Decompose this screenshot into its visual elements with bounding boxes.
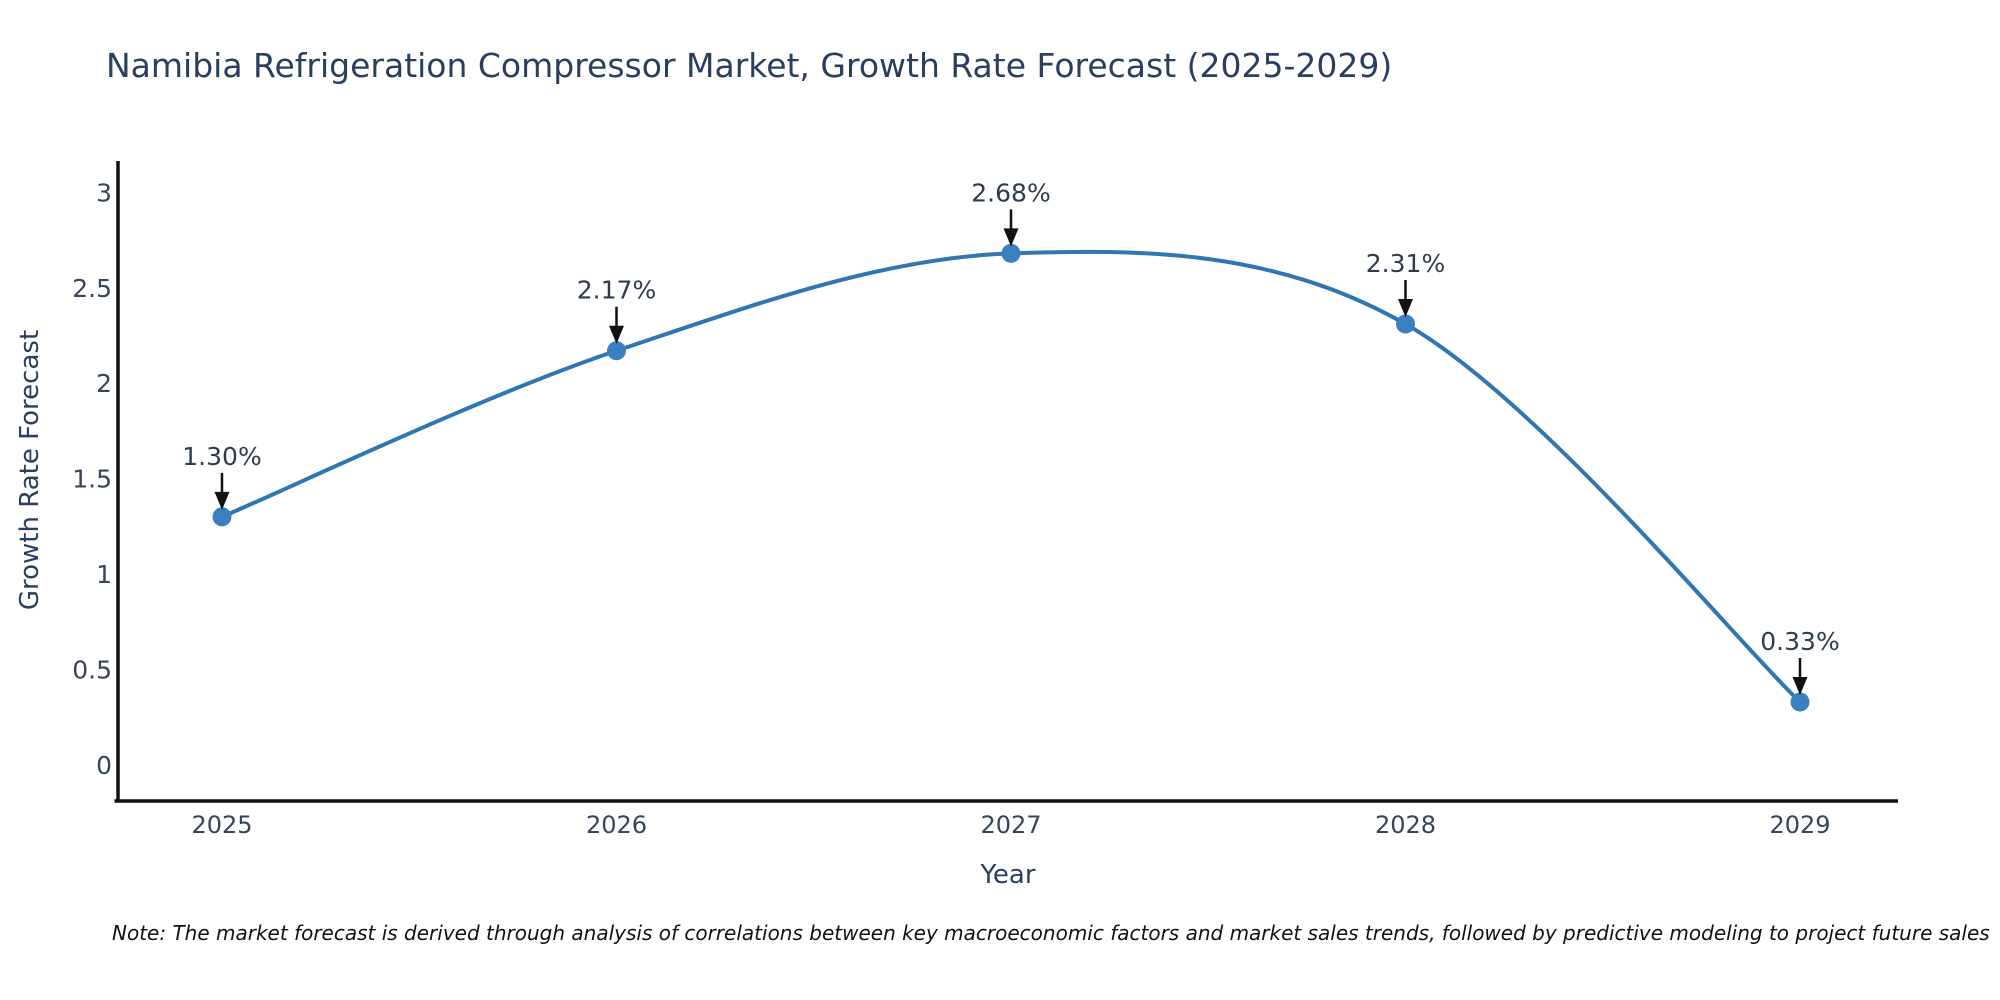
x-axis-title: Year (980, 860, 1036, 890)
chart-title: Namibia Refrigeration Compressor Market,… (106, 46, 1393, 85)
y-tick-label: 0 (96, 751, 112, 780)
y-tick-label: 2.5 (72, 274, 112, 303)
y-tick-label: 3 (96, 178, 112, 207)
point-value-label: 2.68% (971, 178, 1050, 207)
y-tick-label: 1 (96, 560, 112, 589)
y-tick-label: 0.5 (72, 656, 112, 685)
point-value-label: 2.17% (577, 276, 656, 305)
annotation-arrowhead-icon (1003, 228, 1019, 247)
y-tick-label: 1.5 (72, 465, 112, 494)
annotation-arrowhead-icon (1792, 677, 1808, 696)
x-tick-label: 2026 (586, 811, 647, 839)
x-tick-label: 2025 (191, 811, 252, 839)
x-tick-label: 2029 (1769, 811, 1830, 839)
data-point[interactable] (1790, 692, 1810, 712)
growth-rate-line (220, 249, 1802, 705)
x-tick-label: 2028 (1375, 811, 1436, 839)
data-point[interactable] (1396, 314, 1415, 334)
annotation-arrowhead-icon (1398, 299, 1413, 318)
data-point[interactable] (212, 507, 232, 527)
point-value-label: 1.30% (182, 442, 261, 471)
point-value-label: 2.31% (1366, 249, 1445, 278)
x-tick-label: 2027 (980, 811, 1041, 839)
footnote-text: Note: The market forecast is derived thr… (112, 921, 1990, 945)
y-tick-label: 2 (96, 369, 112, 398)
data-point[interactable] (1001, 243, 1021, 263)
annotation-arrowhead-icon (214, 491, 230, 510)
annotation-arrowhead-icon (609, 325, 624, 344)
data-point[interactable] (607, 341, 626, 361)
point-value-label: 0.33% (1760, 627, 1839, 656)
